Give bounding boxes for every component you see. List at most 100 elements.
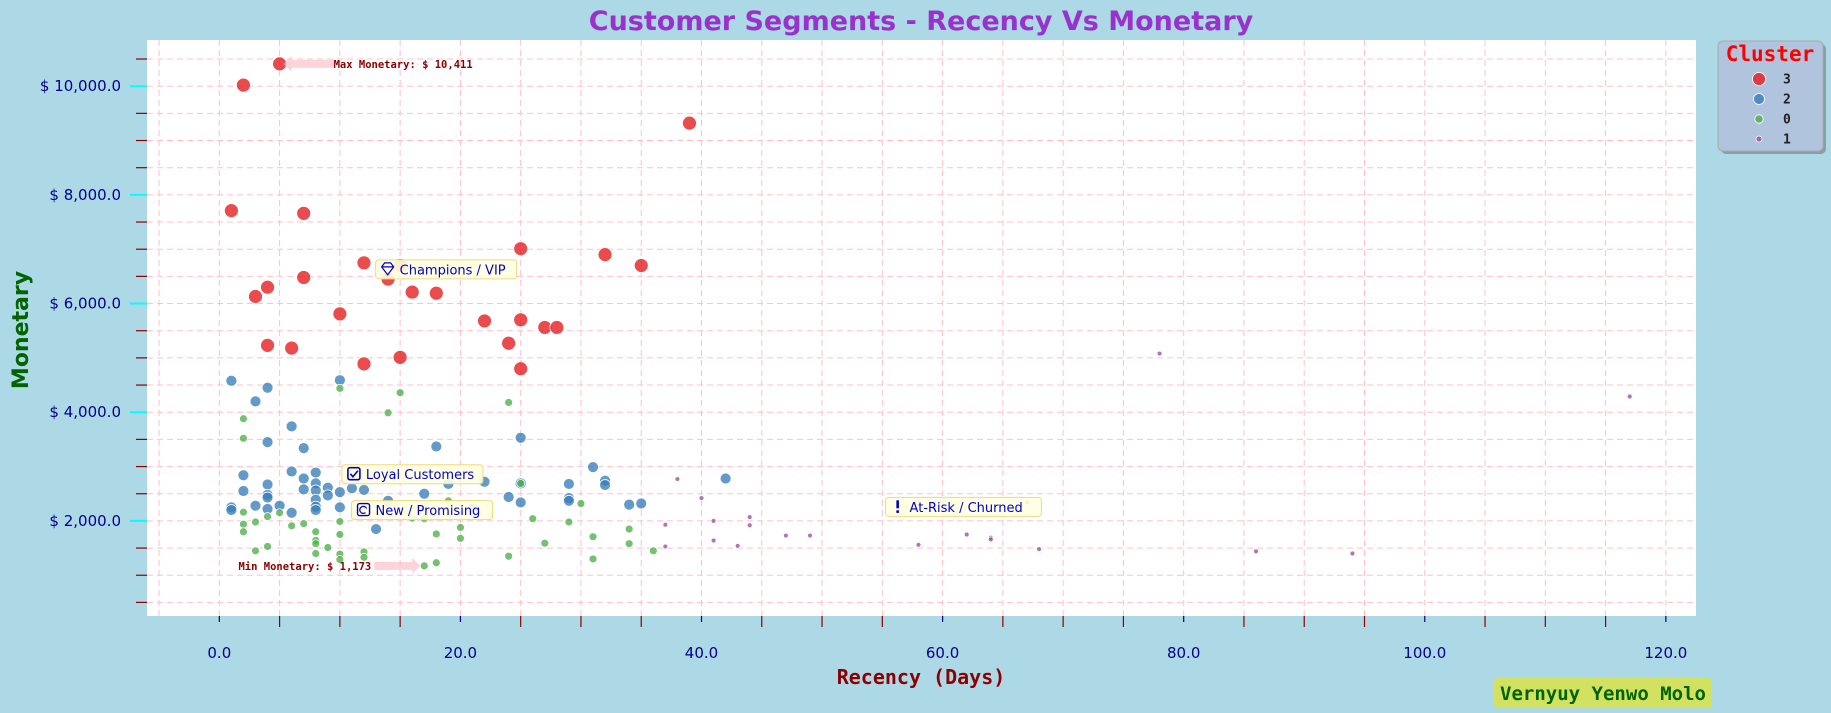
data-point: [285, 465, 298, 478]
data-point: [370, 523, 382, 535]
data-point: [648, 546, 658, 556]
data-point: [563, 494, 575, 507]
axes: 0.0 20.0 40.0 60.0 80.0 100.0 120.0 $ 2,000.0 $ …: [40, 58, 1687, 662]
legend-label: 1: [1783, 133, 1791, 148]
data-point: [239, 527, 248, 537]
data-point: [513, 241, 529, 257]
legend-label: 2: [1783, 93, 1791, 108]
data-point: [504, 398, 514, 407]
data-point: [635, 497, 648, 510]
data-point: [296, 270, 312, 285]
refresh-arc-icon: [359, 505, 368, 514]
data-point: [1156, 350, 1163, 357]
data-point: [311, 539, 321, 549]
data-point: [225, 504, 238, 516]
max-arrow: [283, 55, 335, 72]
data-point: [260, 279, 275, 295]
data-point: [356, 356, 372, 372]
segment-label: New / Promising: [351, 500, 494, 521]
data-point: [528, 514, 538, 524]
segment-label-box: [375, 259, 518, 280]
data-point: [309, 504, 322, 516]
data-point: [251, 546, 260, 556]
data-point: [419, 561, 429, 571]
data-point: [502, 491, 515, 503]
data-point: [682, 115, 697, 131]
data-point: [261, 491, 274, 504]
data-point: [564, 517, 574, 527]
data-point: [333, 501, 346, 514]
data-point: [223, 203, 239, 219]
legend-marker: [1753, 93, 1765, 105]
x-axis-label: Recency (Days): [837, 665, 1006, 689]
data-point: [428, 285, 444, 301]
segment-label-box: [885, 496, 1042, 517]
data-point: [260, 337, 275, 353]
chart-title: Customer Segments - Recency Vs Monetary: [589, 6, 1254, 37]
data-point: [807, 532, 813, 539]
data-point: [309, 466, 322, 479]
series-2: [225, 374, 732, 535]
data-point: [1253, 548, 1259, 555]
data-point: [540, 538, 550, 548]
y-tick-label: $ 10,000.0: [40, 77, 121, 95]
data-point: [248, 289, 263, 304]
legend-entry-3: 3: [1752, 72, 1791, 88]
data-point: [311, 549, 321, 558]
data-point: [588, 532, 598, 542]
legend-entry-0: 0: [1754, 113, 1791, 128]
y-tick-label: $ 2,000.0: [49, 512, 121, 530]
data-points: [223, 56, 1633, 571]
data-point: [237, 469, 250, 482]
x-tick-label: 60.0: [926, 644, 959, 662]
legend-title: Cluster: [1726, 42, 1815, 66]
data-point: [633, 258, 649, 273]
y-tick-label: $ 6,000.0: [49, 295, 121, 313]
segment-label-text: Loyal Customers: [366, 468, 475, 483]
data-point: [287, 521, 297, 531]
data-point: [563, 478, 575, 490]
data-point: [963, 531, 970, 538]
data-point: [275, 508, 284, 518]
data-point: [477, 313, 492, 329]
data-point: [1626, 393, 1633, 400]
legend: Cluster 3 2 0 1: [1717, 40, 1826, 154]
data-point: [285, 420, 298, 433]
data-point: [710, 537, 717, 544]
data-point: [734, 543, 741, 549]
data-point: [249, 499, 262, 512]
refresh-icon: [356, 502, 371, 517]
data-point: [782, 532, 789, 539]
data-point: [251, 517, 260, 527]
data-point: [359, 552, 369, 562]
y-axis-label: Monetary: [9, 271, 34, 389]
data-point: [237, 485, 250, 497]
data-point: [456, 533, 465, 543]
watermark-text: Vernyuy Yenwo Molo: [1500, 683, 1706, 705]
data-point: [261, 478, 274, 491]
data-point: [431, 529, 441, 539]
data-point: [662, 543, 669, 550]
x-tick-label: 80.0: [1167, 644, 1200, 662]
data-point: [395, 388, 405, 398]
data-point: [698, 495, 705, 501]
data-point: [261, 436, 274, 449]
data-point: [311, 527, 321, 537]
segment-label: Champions / VIP: [375, 259, 518, 280]
data-point: [323, 543, 333, 552]
data-point: [263, 542, 272, 551]
data-point: [587, 461, 599, 474]
data-point: [514, 496, 527, 509]
grid: [147, 40, 1696, 616]
segment-label-box: [351, 500, 494, 521]
data-point: [335, 383, 345, 393]
data-point: [249, 395, 262, 408]
data-point: [297, 442, 310, 454]
data-point: [335, 530, 345, 539]
data-point: [514, 431, 527, 444]
x-tick-label: 40.0: [685, 644, 718, 662]
data-point: [239, 433, 248, 443]
segment-label-text: New / Promising: [376, 504, 481, 519]
x-tick-label: 100.0: [1403, 644, 1446, 662]
